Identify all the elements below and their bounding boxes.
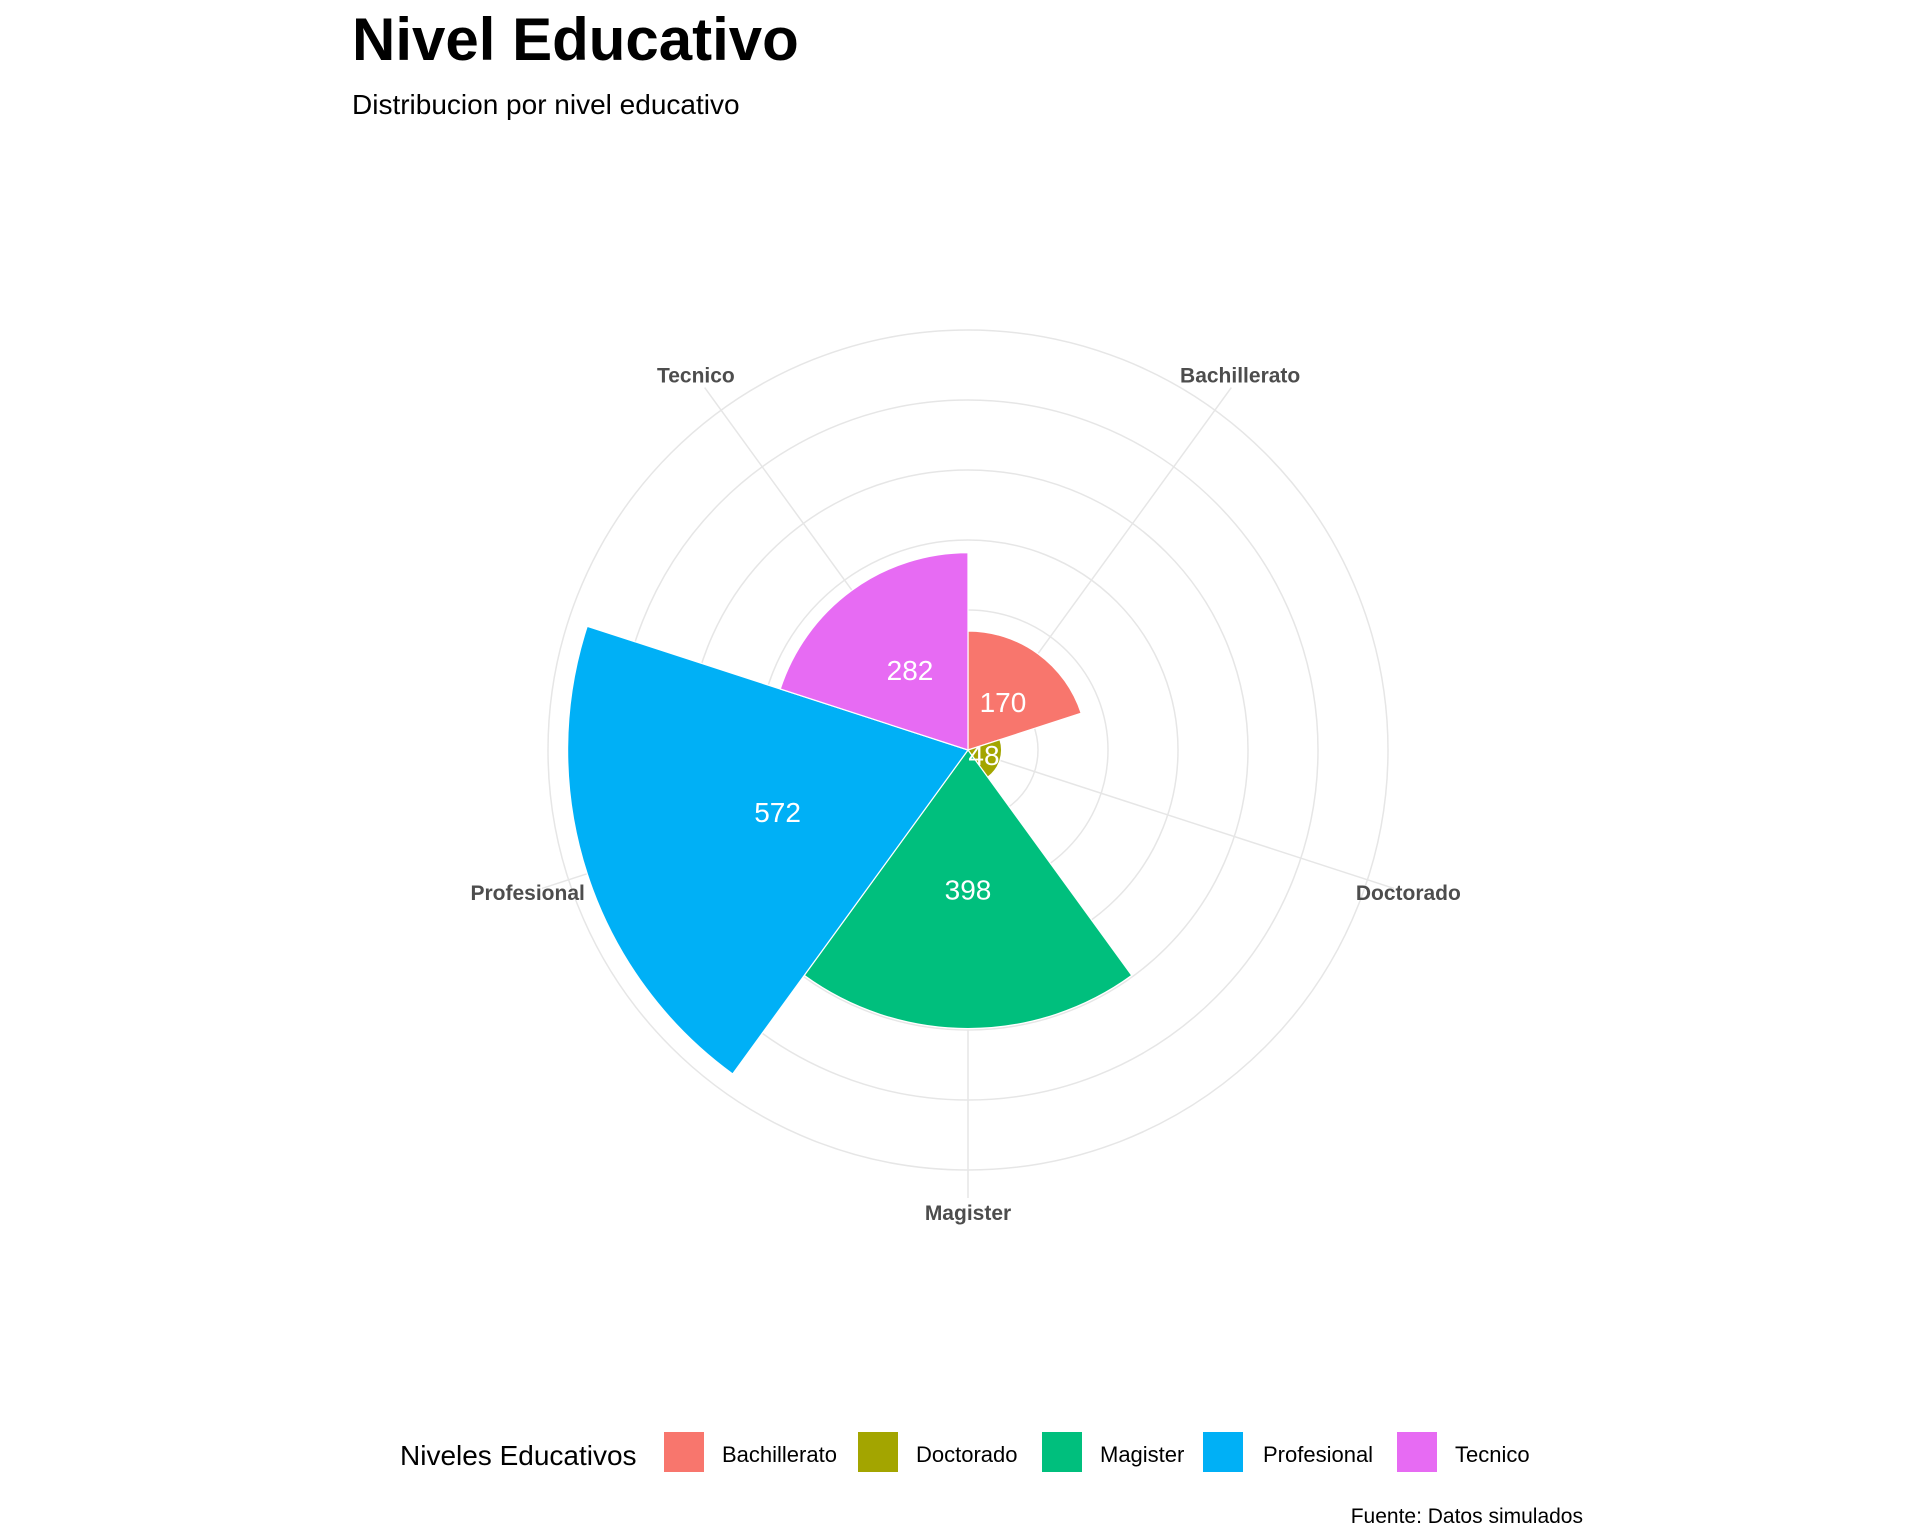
category-label: Profesional [470, 882, 584, 905]
value-label: 170 [980, 687, 1027, 718]
bar-tecnico [779, 551, 969, 751]
legend-item-label: Tecnico [1455, 1442, 1530, 1467]
category-label: Doctorado [1356, 882, 1461, 905]
bar-profesional [567, 625, 969, 1075]
bar-bachillerato [967, 630, 1082, 751]
value-labels: 170 48 398 572 282 [754, 655, 1026, 905]
legend-item-label: Magister [1100, 1442, 1184, 1467]
grid-spoke [967, 749, 1395, 890]
category-label: Tecnico [657, 364, 735, 387]
legend-title: Niveles Educativos [400, 1440, 637, 1471]
legend-swatch [1203, 1432, 1243, 1472]
chart-title: Nivel Educativo [352, 6, 799, 73]
legend-swatch [858, 1432, 898, 1472]
bar-magister [803, 748, 1133, 1030]
legend-item-label: Doctorado [916, 1442, 1018, 1467]
legend-item-label: Bachillerato [722, 1442, 837, 1467]
category-label: Bachillerato [1180, 364, 1300, 387]
legend-swatch [664, 1432, 704, 1472]
bar-doctorado [967, 738, 1003, 779]
category-label: Magister [925, 1202, 1011, 1225]
bars [567, 551, 1133, 1075]
category-labels: Bachillerato Doctorado Magister Profesional… [470, 364, 1460, 1225]
chart-subtitle: Distribucion por nivel educativo [352, 89, 740, 120]
legend: Niveles Educativos Bachillerato Doctorado… [400, 1432, 1530, 1472]
value-label: 282 [887, 655, 934, 686]
value-label: 572 [754, 797, 801, 828]
legend-swatch [1397, 1432, 1437, 1472]
legend-item-label: Profesional [1263, 1442, 1373, 1467]
value-label: 398 [945, 874, 992, 905]
chart-caption: Fuente: Datos simulados [1351, 1505, 1583, 1528]
legend-swatch [1042, 1432, 1082, 1472]
value-label: 48 [968, 740, 999, 771]
